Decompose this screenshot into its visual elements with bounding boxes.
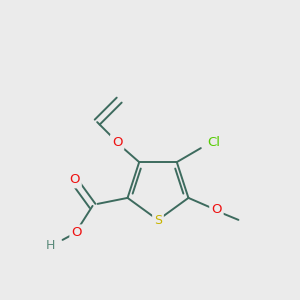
Text: O: O <box>69 173 80 186</box>
Text: Cl: Cl <box>207 136 220 148</box>
Text: H: H <box>46 239 55 252</box>
Text: O: O <box>211 203 222 216</box>
Text: S: S <box>154 214 162 226</box>
Text: O: O <box>71 226 82 239</box>
Text: O: O <box>112 136 122 148</box>
